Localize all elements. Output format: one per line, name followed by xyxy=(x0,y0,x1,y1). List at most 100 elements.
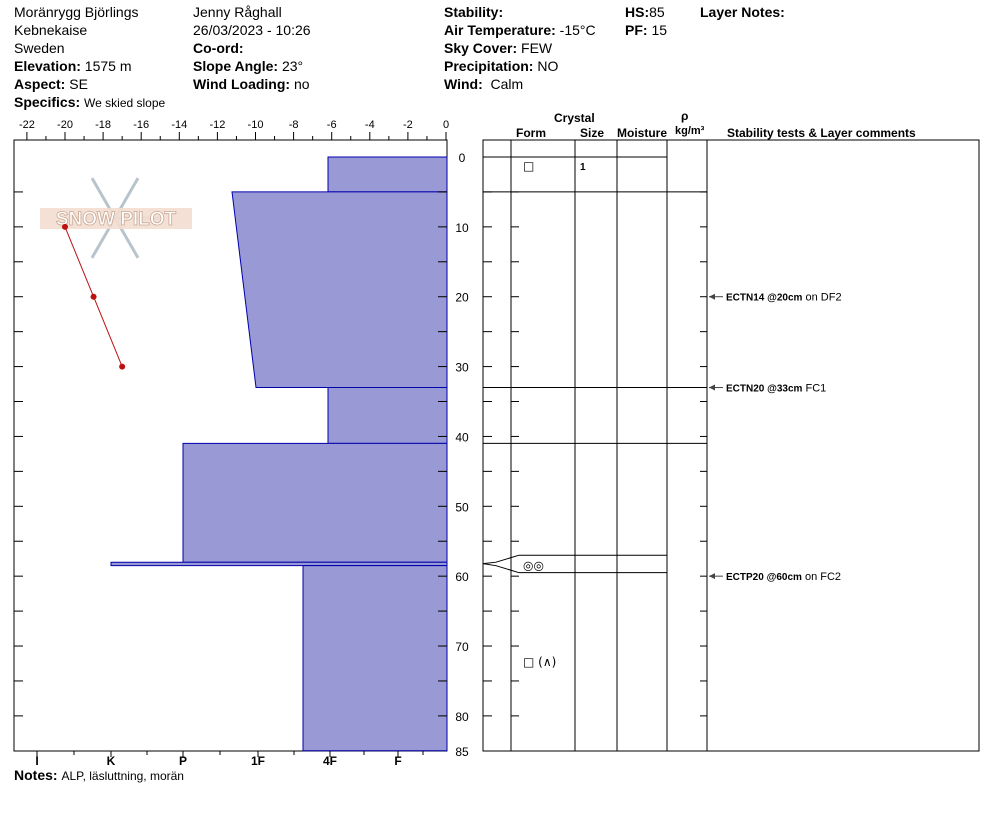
temp-tick-label: -22 xyxy=(19,119,35,131)
wind-loading-label: Wind Loading: xyxy=(193,76,291,92)
temp-tick-label: -20 xyxy=(57,119,73,131)
temp-tick-label: -18 xyxy=(95,119,111,131)
specifics-value: We skied slope xyxy=(84,96,166,110)
sky-label: Sky Cover: xyxy=(444,40,518,56)
moisture-header: Moisture xyxy=(617,126,668,140)
form-header: Form xyxy=(516,126,546,140)
hardness-tick-label: K xyxy=(107,754,116,768)
depth-tick-label: 85 xyxy=(455,745,469,759)
hardness-layer-0 xyxy=(327,156,448,193)
elevation-row: Elevation: 1575 m xyxy=(14,57,132,75)
hardness-layer-3 xyxy=(182,442,448,563)
logo-banner xyxy=(40,208,192,229)
slope-label: Slope Angle: xyxy=(193,58,279,74)
test-comment: FC1 xyxy=(802,383,826,395)
crystal-form-0: □ xyxy=(523,159,534,173)
chart-frames xyxy=(13,139,980,752)
temp-tick-label: -6 xyxy=(327,119,337,131)
notes-label: Notes: xyxy=(14,767,58,783)
test-comment: on FC2 xyxy=(802,571,841,583)
layer-table: □ 1 ◎◎ □ (∧) ECTN14 @20cm on DF2 ECTN20 @33cm… xyxy=(482,140,842,751)
elevation-label: Elevation: xyxy=(14,58,81,74)
density-unit-header: kg/m³ xyxy=(675,125,705,137)
crystal-header: Crystal xyxy=(554,111,595,125)
temp-tick-label: -8 xyxy=(289,119,299,131)
hardness-layer-4 xyxy=(110,561,448,567)
coord-label: Co-ord: xyxy=(193,40,244,56)
test-comment: on DF2 xyxy=(802,292,841,304)
test-label-0: ECTN14 @20cm on DF2 xyxy=(726,292,842,304)
layer-connector xyxy=(482,554,520,565)
test-code: ECTN14 @20cm xyxy=(726,293,803,304)
temperature-profile xyxy=(62,223,126,370)
hs-row: HS:85 xyxy=(625,3,665,21)
location-name: Moränrygg Björlings xyxy=(14,4,139,20)
temperature-point-0 xyxy=(62,223,68,230)
chart-axes: -22 -20 -18 -16 -14 -12 -10 -8 -6 -4 -2 00102030405… xyxy=(14,119,707,768)
depth-tick-label: 10 xyxy=(455,221,469,235)
hardness-layer-2 xyxy=(327,387,448,444)
area-name: Kebnekaise xyxy=(14,22,88,38)
observation-datetime: 26/03/2023 - 10:26 xyxy=(193,22,311,38)
elevation-value: 1575 m xyxy=(84,58,132,74)
precip-row: Precipitation: NO xyxy=(444,57,558,75)
hs-value: 85 xyxy=(649,4,665,20)
specifics-row: Specifics: We skied slope xyxy=(14,93,165,112)
temp-tick-label: -2 xyxy=(403,119,413,131)
depth-tick-label: 50 xyxy=(455,500,469,514)
hardness-profile xyxy=(110,156,448,752)
hardness-layer-1 xyxy=(231,191,448,389)
air-temp-value: -15°C xyxy=(559,22,596,38)
hardness-tick-label: P xyxy=(179,754,187,768)
slope-row: Slope Angle: 23° xyxy=(193,57,303,75)
air-temp-row: Air Temperature: -15°C xyxy=(444,21,596,39)
aspect-label: Aspect: xyxy=(14,76,66,92)
test-arrow-head-1 xyxy=(709,384,715,391)
wind-row: Wind: Calm xyxy=(444,75,523,93)
observer-name: Jenny Råghall xyxy=(193,4,282,20)
logo-text: SNOW PILOT xyxy=(56,209,177,230)
specifics-label: Specifics: xyxy=(14,94,81,110)
temp-tick-label: -14 xyxy=(171,119,187,131)
depth-tick-label: 20 xyxy=(455,291,469,305)
pf-value: 15 xyxy=(651,22,668,38)
depth-tick-label: 30 xyxy=(455,361,469,375)
depth-tick-label: 60 xyxy=(455,570,469,584)
pf-label: PF: xyxy=(625,22,648,38)
temp-tick-label: -10 xyxy=(248,119,264,131)
wind-loading-value: no xyxy=(293,76,310,92)
wind-loading-row: Wind Loading: no xyxy=(193,75,310,93)
slope-value: 23° xyxy=(281,58,304,74)
depth-tick-label: 40 xyxy=(455,430,469,444)
test-label-2: ECTP20 @60cm on FC2 xyxy=(726,571,841,583)
precip-label: Precipitation: xyxy=(444,58,534,74)
tests-header: Stability tests & Layer comments xyxy=(727,126,916,140)
temp-tick-label: -4 xyxy=(365,119,375,131)
stability-label: Stability: xyxy=(444,4,504,20)
crystal-form-2: □ (∧) xyxy=(523,655,556,669)
temp-tick-label: -12 xyxy=(209,119,225,131)
notes-row: Notes: ALP, läsluttning, morän xyxy=(14,766,184,785)
sky-value: FEW xyxy=(521,40,553,56)
depth-tick-label: 70 xyxy=(455,640,469,654)
pf-row: PF: 15 xyxy=(625,21,667,39)
precip-value: NO xyxy=(537,58,559,74)
crystal-size-0: 1 xyxy=(580,162,586,173)
size-header: Size xyxy=(580,126,605,140)
country-name: Sweden xyxy=(14,40,65,56)
test-arrow-head-2 xyxy=(709,573,715,580)
hardness-tick-label: 4F xyxy=(323,754,337,768)
rho-header: ρ xyxy=(681,109,689,123)
table-frame xyxy=(482,139,980,752)
air-temp-label: Air Temperature: xyxy=(444,22,556,38)
test-label-1: ECTN20 @33cm FC1 xyxy=(726,383,826,395)
hs-label: HS: xyxy=(625,4,650,20)
test-code: ECTN20 @33cm xyxy=(726,384,803,395)
hardness-tick-label: 1F xyxy=(251,754,265,768)
temp-tick-label: -16 xyxy=(133,119,149,131)
crystal-form-1: ◎◎ xyxy=(523,559,544,573)
temperature-point-1 xyxy=(90,293,97,300)
hardness-tick-label: F xyxy=(394,754,401,768)
hardness-tick-label: I xyxy=(35,754,38,768)
layer-notes-label: Layer Notes: xyxy=(700,4,785,20)
